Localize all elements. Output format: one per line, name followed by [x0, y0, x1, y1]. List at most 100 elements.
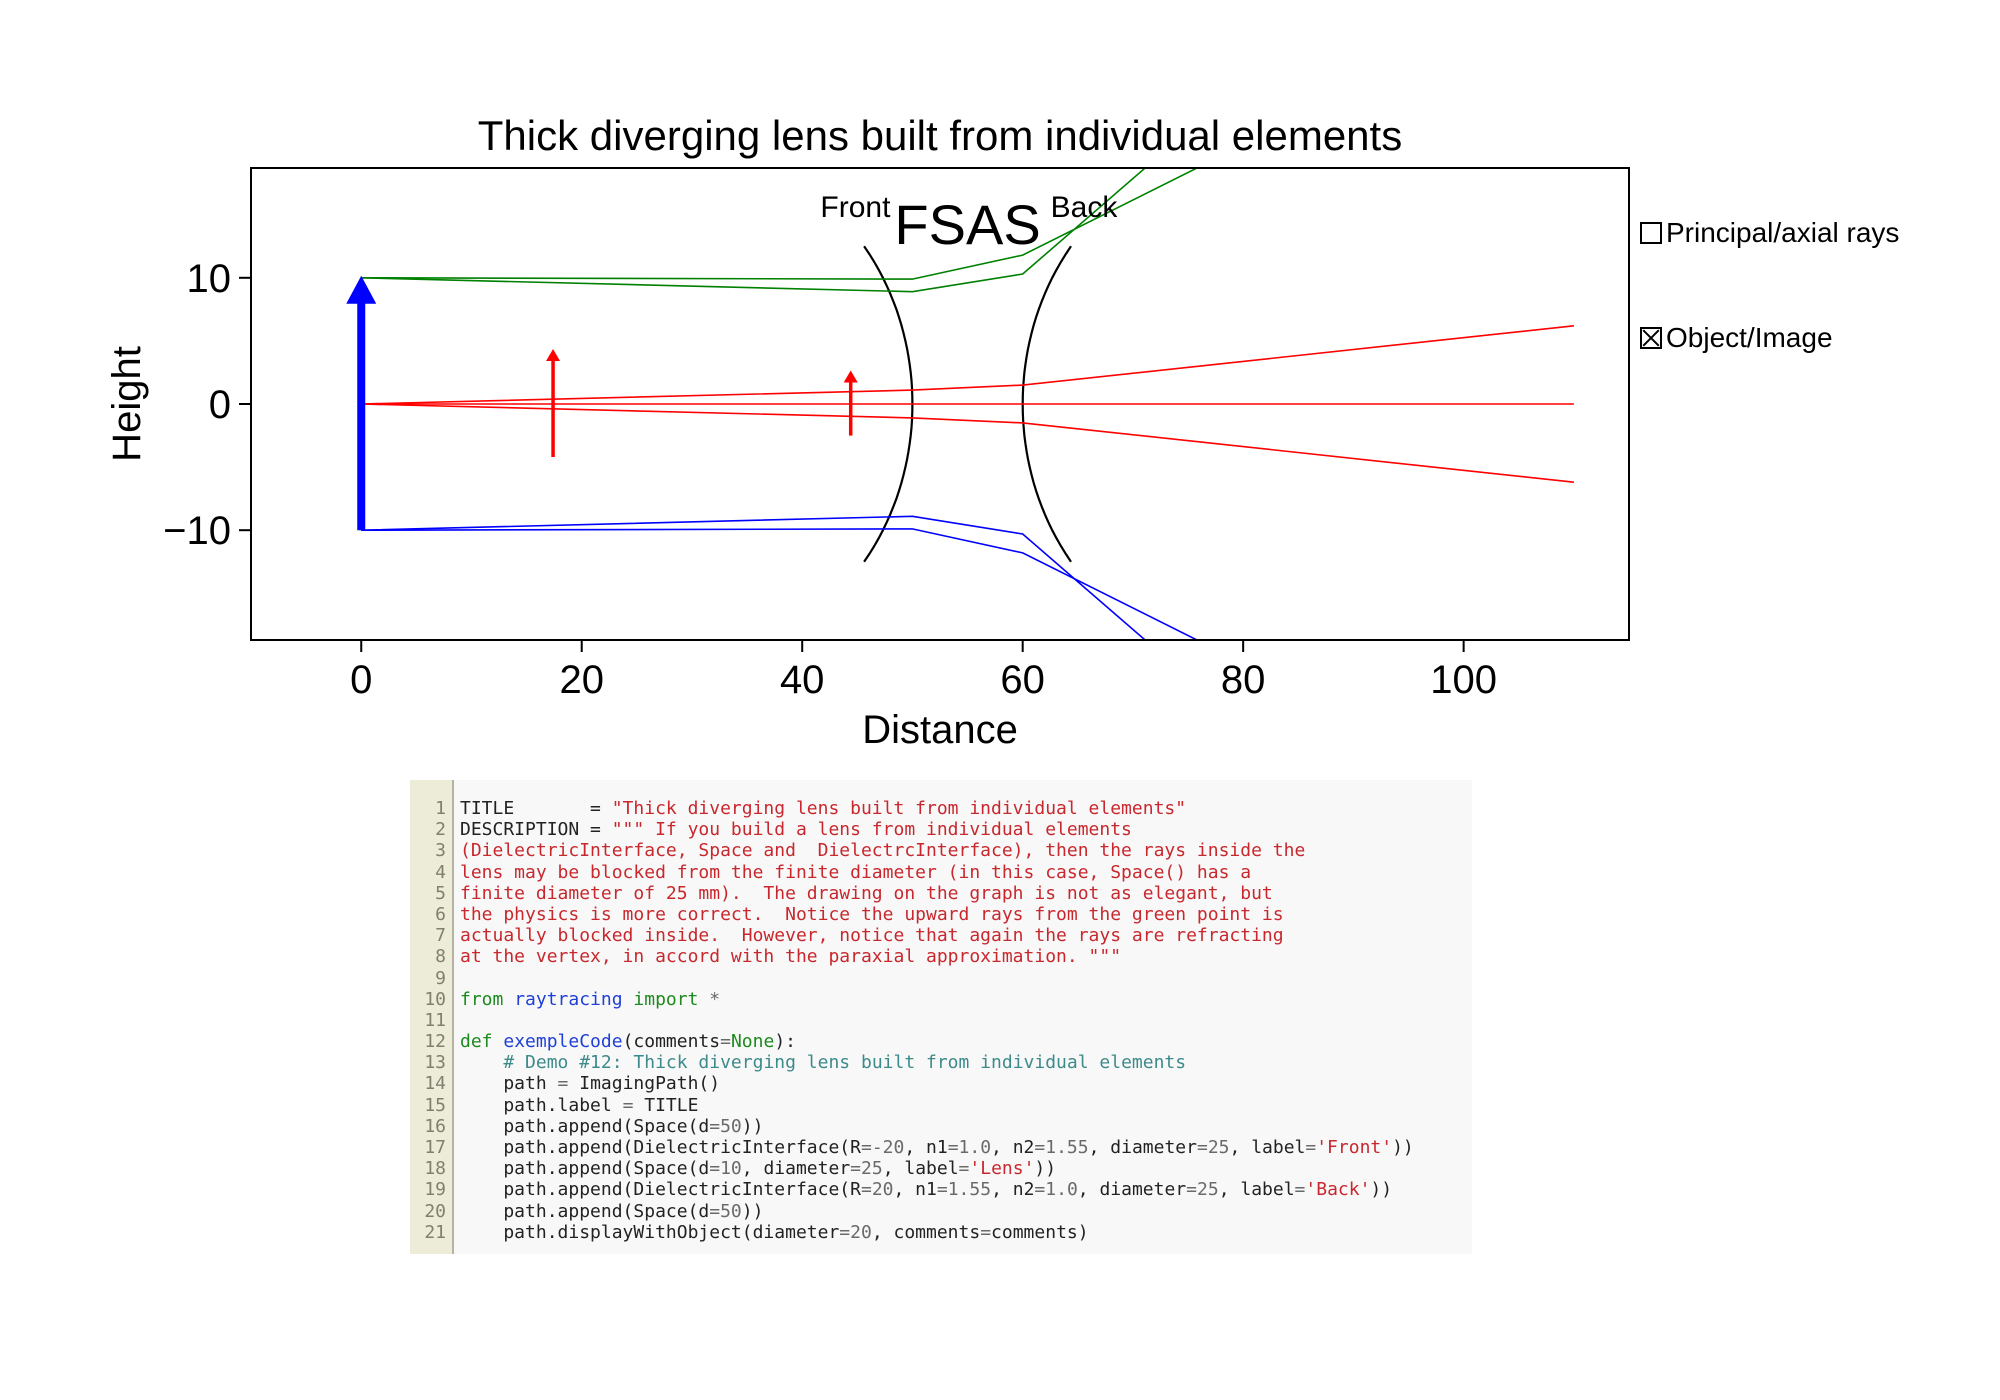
code-line: TITLE = "Thick diverging lens built from… — [460, 798, 1472, 819]
line-number: 9 — [435, 967, 446, 989]
code-token: = — [860, 1179, 872, 1201]
code-line: path.append(DielectricInterface(R=-20, n… — [460, 1137, 1472, 1158]
code-line: finite diameter of 25 mm). The drawing o… — [460, 883, 1472, 904]
line-number: 20 — [424, 1200, 446, 1222]
code-token: """ If you build a lens from individual … — [611, 819, 1132, 841]
line-number: 7 — [435, 925, 446, 947]
code-token: = — [709, 1158, 721, 1180]
ray-tracing-chart: Thick diverging lens built from individu… — [105, 112, 1630, 752]
object-image-toggle[interactable]: Object/Image — [1640, 322, 1833, 354]
code-token: = — [557, 1073, 569, 1095]
code-token: , label — [1229, 1137, 1306, 1158]
code-token: , diameter — [1088, 1137, 1197, 1158]
code-token: = — [709, 1115, 721, 1137]
code-token: 20 — [871, 1179, 894, 1201]
code-token: 1.0 — [1045, 1179, 1078, 1201]
x-axis-label: Distance — [862, 708, 1018, 752]
code-line: path = ImagingPath() — [460, 1073, 1472, 1094]
code-line: at the vertex, in accord with the paraxi… — [460, 946, 1472, 967]
code-token: , comments — [871, 1221, 981, 1243]
code-line: path.append(Space(d=50)) — [460, 1116, 1472, 1137]
principal-rays-label: Principal/axial rays — [1666, 217, 1900, 248]
line-number: 6 — [435, 903, 446, 925]
line-number-gutter: 1 2 3 4 5 6 7 8 9 10 11 12 13 14 15 16 17 18 19 20 21 — [410, 780, 454, 1254]
code-line: path.append(DielectricInterface(R=20, n1… — [460, 1179, 1472, 1200]
x-tick-label: 0 — [350, 658, 372, 702]
code-token: , diameter — [741, 1158, 851, 1180]
code-token: path.append(Space(d — [460, 1115, 710, 1137]
line-number: 21 — [424, 1221, 446, 1243]
code-token: , n2 — [991, 1179, 1035, 1201]
code-line: path.label = TITLE — [460, 1095, 1472, 1116]
x-tick-label: 40 — [780, 658, 825, 702]
principal-rays-toggle[interactable]: Principal/axial rays — [1640, 217, 1899, 249]
code-token: (DielectricInterface, Space and Dielectr… — [460, 840, 1306, 862]
code-token: = — [709, 1200, 721, 1222]
code-line: (DielectricInterface, Space and Dielectr… — [460, 840, 1472, 861]
code-token — [460, 1052, 503, 1073]
x-tick-label: 60 — [1000, 658, 1045, 702]
ray-line-2 — [361, 168, 1147, 293]
x-tick-label: 80 — [1221, 658, 1266, 702]
code-listing: 1 2 3 4 5 6 7 8 9 10 11 12 13 14 15 16 17 18 19 20 21 TITLE … — [410, 780, 1472, 1254]
code-token: = — [1034, 1179, 1046, 1201]
line-number: 17 — [424, 1137, 446, 1158]
code-token: 25 — [1207, 1137, 1230, 1158]
code-token: def — [460, 1031, 493, 1053]
code-token: 1.0 — [958, 1137, 992, 1158]
line-number: 2 — [435, 819, 446, 841]
code-token — [503, 989, 514, 1010]
code-token: # Demo #12: Thick diverging lens built f… — [503, 1052, 1187, 1074]
code-token: exempleCode — [503, 1031, 623, 1053]
line-number: 16 — [424, 1115, 446, 1137]
code-token: , diameter — [1077, 1179, 1187, 1201]
code-token: = — [720, 1031, 731, 1053]
code-token: = — [860, 1137, 872, 1158]
chart-title: Thick diverging lens built from individu… — [478, 112, 1402, 159]
code-token: from — [460, 988, 504, 1010]
code-token: 1.55 — [947, 1179, 992, 1201]
code-token: = — [936, 1179, 948, 1201]
code-token: , n1 — [904, 1137, 948, 1158]
y-axis-label: Height — [105, 346, 149, 462]
code-token: path.append(DielectricInterface(R — [460, 1179, 861, 1201]
code-token: , n1 — [893, 1179, 937, 1201]
x-tick-label: 20 — [559, 658, 604, 702]
code-line: path.append(Space(d=10, diameter=25, lab… — [460, 1158, 1472, 1179]
ray-line-5 — [361, 403, 1574, 483]
code-line — [460, 1010, 1472, 1031]
code-token: 1.55 — [1045, 1137, 1089, 1158]
code-token: ): — [774, 1031, 797, 1053]
line-number: 13 — [424, 1052, 446, 1074]
ray-line-3 — [361, 325, 1574, 405]
code-token: (comments — [622, 1031, 721, 1053]
code-token: = — [850, 1158, 861, 1180]
principal-rays-checkbox-icon[interactable] — [1640, 222, 1662, 244]
object-image-checkbox-icon[interactable] — [1640, 327, 1662, 349]
code-line — [460, 968, 1472, 989]
code-token: = — [1294, 1179, 1306, 1201]
code-line: from raytracing import * — [460, 989, 1472, 1010]
code-token: 10 — [720, 1158, 742, 1180]
code-token: )) — [741, 1200, 764, 1222]
code-line: # Demo #12: Thick diverging lens built f… — [460, 1052, 1472, 1073]
code-line: lens may be blocked from the finite diam… — [460, 862, 1472, 883]
code-token: = — [958, 1158, 970, 1180]
code-token: 'Back' — [1305, 1179, 1371, 1201]
code-token: = — [947, 1137, 959, 1158]
code-token: 25 — [1197, 1179, 1219, 1201]
image-arrow-head-2 — [843, 370, 858, 383]
code-line: path.append(Space(d=50)) — [460, 1201, 1472, 1222]
code-token: = — [1034, 1137, 1046, 1158]
line-number: 8 — [435, 946, 446, 968]
code-token: , n2 — [991, 1137, 1035, 1158]
y-tick-label: 0 — [209, 383, 231, 427]
code-body: TITLE = "Thick diverging lens built from… — [454, 780, 1472, 1254]
code-token — [698, 989, 709, 1010]
code-line: def exempleCode(comments=None): — [460, 1031, 1472, 1052]
object-arrow-head — [346, 275, 377, 304]
code-token: finite diameter of 25 mm). The drawing o… — [460, 882, 1273, 904]
stop-label: FSAS — [894, 193, 1040, 256]
code-token: comments) — [991, 1221, 1089, 1243]
code-token: * — [709, 988, 721, 1010]
